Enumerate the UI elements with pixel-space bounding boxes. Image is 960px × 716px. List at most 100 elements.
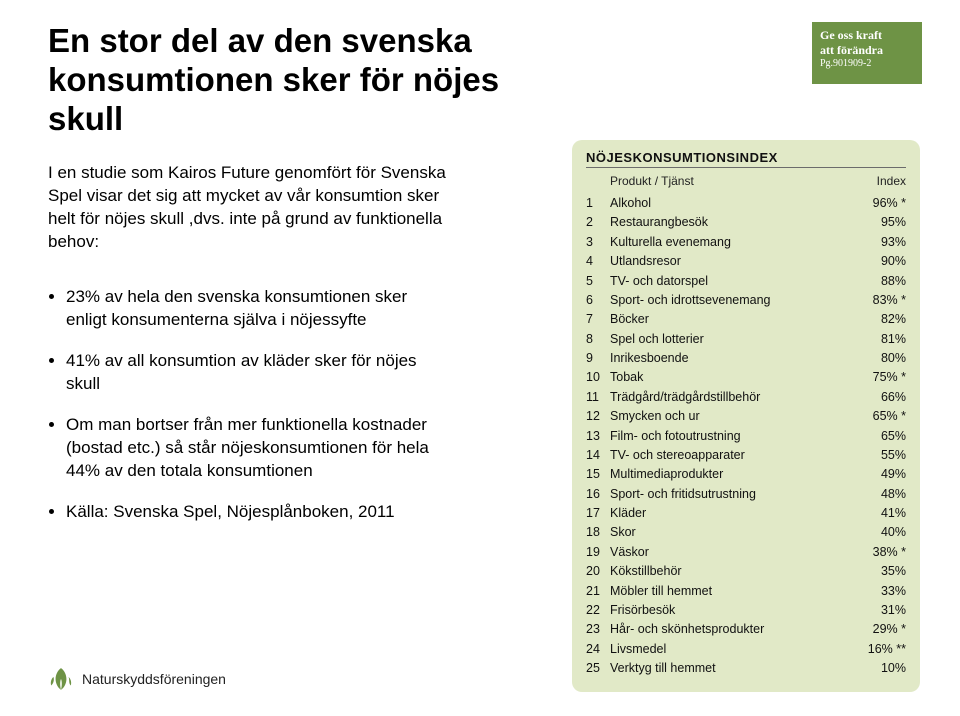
brand-badge-pg: Pg.901909-2 <box>820 58 914 71</box>
footer-logo-text: Naturskyddsföreningen <box>82 671 226 687</box>
table-row: 8Spel och lotterier81% <box>586 330 906 349</box>
table-row: 22Frisörbesök31% <box>586 601 906 620</box>
brand-badge-line: Ge oss kraft <box>820 28 914 43</box>
table-cell-num: 12 <box>586 407 610 426</box>
table-cell-product: Sport- och fritidsutrustning <box>610 485 854 504</box>
table-cell-num: 5 <box>586 272 610 291</box>
table-cell-index: 81% <box>854 330 906 349</box>
brand-badge: Ge oss kraft att förändra Pg.901909-2 <box>812 22 922 84</box>
table-cell-product: Film- och fotoutrustning <box>610 427 854 446</box>
table-row: 9Inrikesboende80% <box>586 349 906 368</box>
table-header-cell: Produkt / Tjänst <box>610 174 854 188</box>
table-cell-index: 49% <box>854 465 906 484</box>
page-title: En stor del av den svenska konsumtionen … <box>48 22 568 139</box>
table-cell-num: 23 <box>586 620 610 639</box>
table-row: 13Film- och fotoutrustning65% <box>586 427 906 446</box>
table-cell-index: 96% * <box>854 194 906 213</box>
table-row: 7Böcker82% <box>586 310 906 329</box>
table-cell-product: Multimediaprodukter <box>610 465 854 484</box>
table-row: 1Alkohol96% * <box>586 194 906 213</box>
table-cell-product: TV- och datorspel <box>610 272 854 291</box>
table-cell-index: 82% <box>854 310 906 329</box>
table-row: 19Väskor38% * <box>586 543 906 562</box>
table-cell-product: Frisörbesök <box>610 601 854 620</box>
table-row: 10Tobak75% * <box>586 368 906 387</box>
table-cell-product: Väskor <box>610 543 854 562</box>
table-cell-index: 31% <box>854 601 906 620</box>
table-cell-num: 16 <box>586 485 610 504</box>
table-row: 12Smycken och ur65% * <box>586 407 906 426</box>
table-cell-product: Tobak <box>610 368 854 387</box>
table-row: 25Verktyg till hemmet10% <box>586 659 906 678</box>
table-cell-index: 40% <box>854 523 906 542</box>
table-cell-index: 33% <box>854 582 906 601</box>
table-cell-index: 93% <box>854 233 906 252</box>
table-cell-num: 1 <box>586 194 610 213</box>
table-cell-num: 13 <box>586 427 610 446</box>
table-row: 11Trädgård/trädgårdstillbehör66% <box>586 388 906 407</box>
table-row: 20Kökstillbehör35% <box>586 562 906 581</box>
table-row: 2Restaurangbesök95% <box>586 213 906 232</box>
table-cell-num: 19 <box>586 543 610 562</box>
table-cell-num: 6 <box>586 291 610 310</box>
table-cell-num: 15 <box>586 465 610 484</box>
falcon-icon <box>48 666 74 692</box>
table-row: 4Utlandsresor90% <box>586 252 906 271</box>
table-cell-index: 38% * <box>854 543 906 562</box>
table-cell-index: 41% <box>854 504 906 523</box>
table-cell-index: 83% * <box>854 291 906 310</box>
table-cell-product: Smycken och ur <box>610 407 854 426</box>
table-row: 3Kulturella evenemang93% <box>586 233 906 252</box>
table-cell-product: Trädgård/trädgårdstillbehör <box>610 388 854 407</box>
table-row: 17Kläder41% <box>586 504 906 523</box>
list-item: Om man bortser från mer funktionella kos… <box>66 414 448 483</box>
table-cell-index: 95% <box>854 213 906 232</box>
table-cell-product: Skor <box>610 523 854 542</box>
card-title: NÖJESKONSUMTIONSINDEX <box>586 150 906 165</box>
table-cell-index: 90% <box>854 252 906 271</box>
table-header-cell: Index <box>854 174 906 188</box>
table-cell-product: Böcker <box>610 310 854 329</box>
table-cell-index: 10% <box>854 659 906 678</box>
bullet-list: 23% av hela den svenska konsumtionen ske… <box>48 286 448 542</box>
table-header-cell <box>586 174 610 188</box>
table-cell-index: 55% <box>854 446 906 465</box>
table-cell-num: 7 <box>586 310 610 329</box>
table-cell-num: 2 <box>586 213 610 232</box>
table-row: 6Sport- och idrottsevenemang83% * <box>586 291 906 310</box>
table-cell-index: 80% <box>854 349 906 368</box>
table-cell-product: Hår- och skönhetsprodukter <box>610 620 854 639</box>
table-cell-index: 88% <box>854 272 906 291</box>
table-cell-num: 11 <box>586 388 610 407</box>
table-cell-num: 8 <box>586 330 610 349</box>
table-cell-product: Inrikesboende <box>610 349 854 368</box>
table-cell-product: Kökstillbehör <box>610 562 854 581</box>
table-row: 14TV- och stereoapparater55% <box>586 446 906 465</box>
table-cell-num: 10 <box>586 368 610 387</box>
table-cell-product: Alkohol <box>610 194 854 213</box>
table-cell-num: 21 <box>586 582 610 601</box>
table-cell-num: 24 <box>586 640 610 659</box>
table-row: 5TV- och datorspel88% <box>586 272 906 291</box>
intro-paragraph: I en studie som Kairos Future genomfört … <box>48 162 448 254</box>
table-cell-num: 9 <box>586 349 610 368</box>
table-cell-index: 35% <box>854 562 906 581</box>
table-cell-product: Kläder <box>610 504 854 523</box>
table-cell-num: 22 <box>586 601 610 620</box>
table-cell-num: 17 <box>586 504 610 523</box>
list-item: 23% av hela den svenska konsumtionen ske… <box>66 286 448 332</box>
card-divider <box>586 167 906 168</box>
table-cell-index: 66% <box>854 388 906 407</box>
footer-logo: Naturskyddsföreningen <box>48 666 226 692</box>
table-cell-product: TV- och stereoapparater <box>610 446 854 465</box>
index-card: NÖJESKONSUMTIONSINDEX Produkt / Tjänst I… <box>572 140 920 692</box>
falcon-path <box>51 668 71 690</box>
table-row: 21Möbler till hemmet33% <box>586 582 906 601</box>
table-row: 15Multimediaprodukter49% <box>586 465 906 484</box>
table-cell-num: 14 <box>586 446 610 465</box>
table-body: 1Alkohol96% *2Restaurangbesök95%3Kulture… <box>586 194 906 678</box>
table-cell-num: 4 <box>586 252 610 271</box>
table-row: 18Skor40% <box>586 523 906 542</box>
table-cell-index: 65% * <box>854 407 906 426</box>
table-cell-index: 48% <box>854 485 906 504</box>
